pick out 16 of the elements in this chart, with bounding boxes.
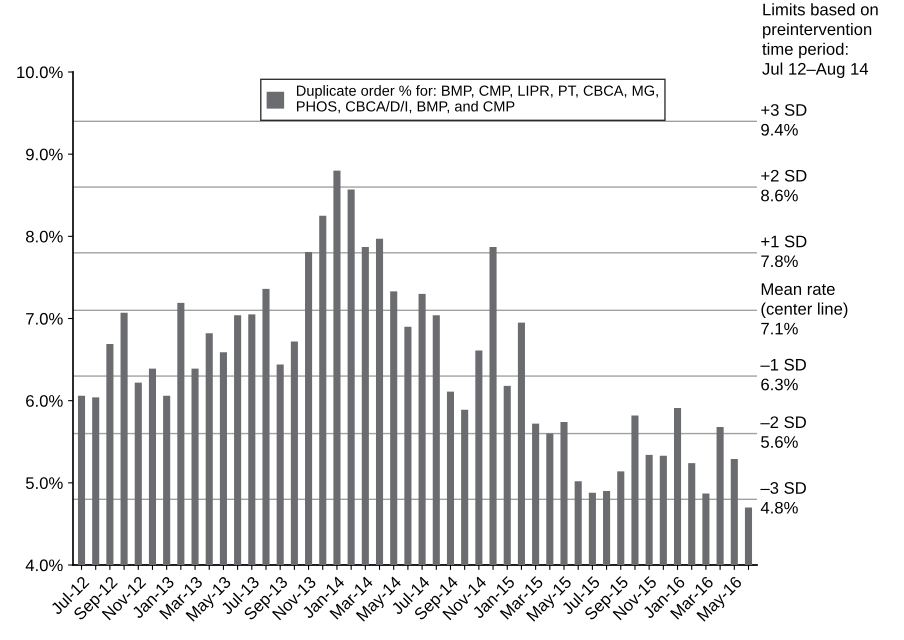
y-tick-label: 10.0% [17, 66, 63, 78]
y-tick-label: 4.0% [26, 559, 63, 572]
text: Limits based on preintervention time period: Jul 12–Aug 14 [762, 3, 878, 78]
legend-label: Duplicate order % for: BMP, CMP, LIPR, PT, CBCA, MG, PHOS, CBCA/D/I, BMP, and CMP [296, 85, 658, 114]
ref-line-label: Mean rate (center line) 7.1% [761, 283, 848, 334]
y-tick-label: 5.0% [26, 477, 63, 490]
ref-line-label: –2 SD 5.6% [760, 416, 806, 448]
y-tick-label: 7.0% [26, 312, 63, 325]
y-tick-label: 8.0% [26, 230, 63, 243]
y-tick-label: 9.0% [26, 148, 63, 160]
y-tick-label: 6.0% [26, 395, 63, 407]
ref-line-label: +3 SD 9.4% [761, 104, 806, 136]
ref-line-label: –1 SD 6.3% [760, 358, 806, 390]
ref-line-label: +2 SD 8.6% [761, 170, 806, 202]
ref-line-label: –3 SD 4.8% [760, 482, 806, 514]
ref-line-label: +1 SD 7.8% [761, 236, 806, 268]
